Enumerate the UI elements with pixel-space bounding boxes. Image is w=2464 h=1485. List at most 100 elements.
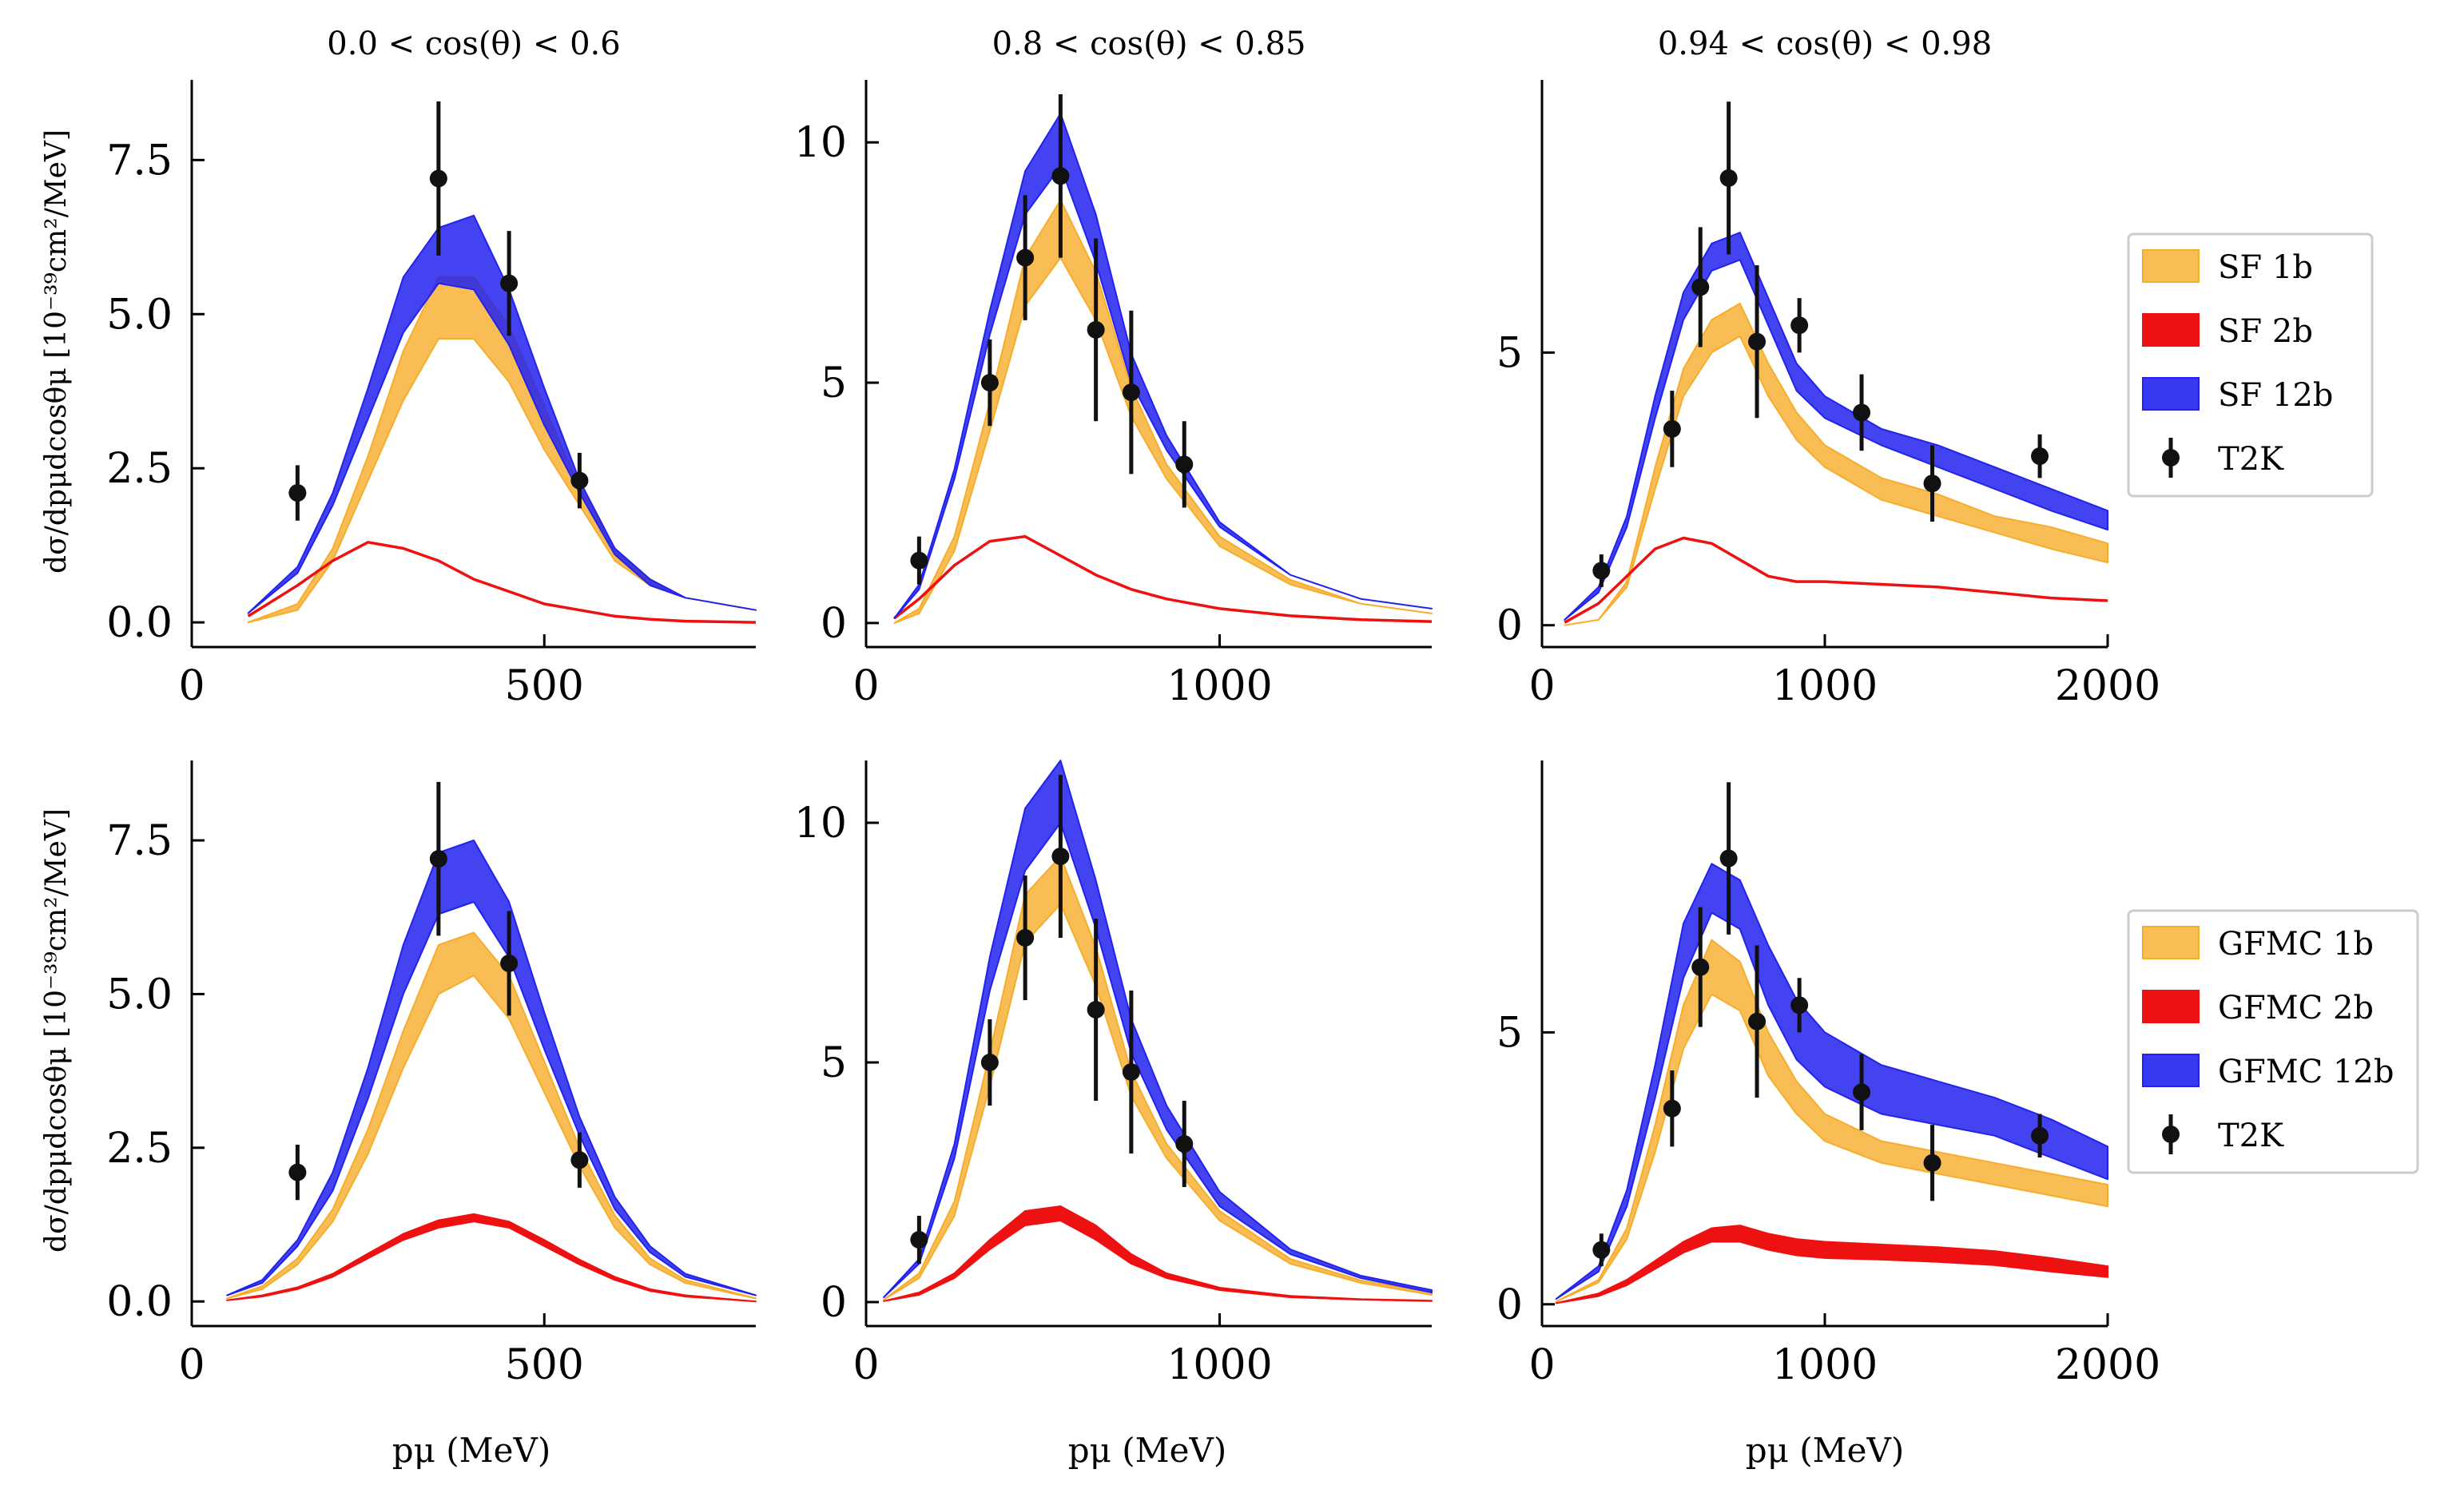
t2k-data-point <box>429 169 447 188</box>
t2k-data-point <box>1923 1153 1941 1172</box>
series-band-gfmc-12b <box>883 760 1433 1298</box>
panel-title: 0.8 < cos(θ) < 0.85 <box>992 26 1306 62</box>
series-band-gfmc-1b <box>226 931 757 1300</box>
legend-label-gfmc-1b: GFMC 1b <box>2218 926 2374 963</box>
y-tick-label: 5 <box>1496 329 1523 377</box>
y-axis-title-top: dσ/dpμdcosθμ [10⁻³⁹cm²/MeV] <box>40 129 73 574</box>
series-line-sf-2b <box>247 541 757 624</box>
t2k-data-point <box>1691 278 1710 296</box>
t2k-data-point <box>1691 958 1710 976</box>
panel-title: 0.0 < cos(θ) < 0.6 <box>327 26 620 62</box>
y-tick-label: 0 <box>1496 602 1523 650</box>
legend-swatch-gfmc-12b <box>2142 1054 2200 1087</box>
t2k-data-point <box>980 374 999 392</box>
legend-swatch-gfmc-2b <box>2142 990 2200 1023</box>
panel-1-1: 0 1000 0 5 10 <box>794 760 1433 1389</box>
y-tick-label: 0 <box>821 1279 847 1327</box>
t2k-data-point <box>2031 1126 2049 1145</box>
series-band-gfmc-2b <box>883 1205 1433 1302</box>
series-band-sf-12b <box>893 113 1433 619</box>
y-tick-label: 2.5 <box>106 1125 173 1173</box>
legend-sf: SF 1b SF 2b SF 12b T2K <box>2127 232 2374 498</box>
legend-label-gfmc-2b: GFMC 2b <box>2218 990 2374 1026</box>
t2k-data-point <box>1748 332 1767 351</box>
t2k-data-point <box>1790 996 1809 1014</box>
t2k-data-point <box>1592 1241 1611 1259</box>
t2k-data-point <box>1175 1135 1194 1153</box>
legend-label-t2k-2: T2K <box>2218 1118 2284 1154</box>
legend-gfmc: GFMC 1b GFMC 2b GFMC 12b T2K <box>2127 909 2419 1174</box>
legend-label-sf-12b: SF 12b <box>2218 377 2333 414</box>
x-tick-label: 1000 <box>1772 662 1878 710</box>
panel-0-0: 0 500 0.0 2.5 5.0 7.5 0.0 < cos(θ) < 0.6 <box>106 26 757 710</box>
y-tick-label: 0 <box>821 600 847 648</box>
t2k-data-point <box>1087 320 1105 339</box>
x-tick-label: 0 <box>852 1341 879 1389</box>
t2k-data-point <box>1122 383 1140 402</box>
y-tick-label: 0.0 <box>106 1278 173 1326</box>
x-axis-title-col2: pμ (MeV) <box>1068 1431 1227 1470</box>
series-band-gfmc-1b <box>883 856 1433 1300</box>
t2k-data-point <box>1663 419 1681 438</box>
x-tick-label: 2000 <box>2055 1341 2160 1389</box>
x-axis-title-col3: pμ (MeV) <box>1746 1431 1905 1470</box>
x-tick-label: 1000 <box>1166 662 1272 710</box>
x-tick-label: 1000 <box>1166 1341 1272 1389</box>
legend-swatch-sf-12b <box>2142 377 2200 411</box>
t2k-data-point <box>500 954 519 972</box>
y-tick-label: 10 <box>794 119 847 167</box>
x-tick-label: 500 <box>505 1341 584 1389</box>
series-band-gfmc-12b <box>1555 863 2108 1300</box>
t2k-data-point <box>1592 562 1611 580</box>
x-tick-label: 2000 <box>2055 662 2160 710</box>
t2k-data-point <box>1051 848 1070 865</box>
x-tick-label: 0 <box>178 1341 205 1389</box>
legend-label-sf-2b: SF 2b <box>2218 313 2313 350</box>
y-tick-label: 7.5 <box>106 137 173 185</box>
t2k-data-point <box>1719 169 1738 187</box>
t2k-data-point <box>1853 403 1871 422</box>
x-tick-label: 0 <box>1528 1341 1555 1389</box>
legend-label-gfmc-12b: GFMC 12b <box>2218 1054 2394 1090</box>
legend-label-sf-1b: SF 1b <box>2218 249 2313 286</box>
t2k-data-point <box>288 484 307 502</box>
panel-title: 0.94 < cos(θ) < 0.98 <box>1658 26 1992 62</box>
y-tick-label: 10 <box>794 800 847 848</box>
t2k-data-point <box>1853 1083 1871 1102</box>
series-band-gfmc-2b <box>226 1213 757 1303</box>
t2k-data-point <box>1016 248 1035 267</box>
y-tick-label: 5.0 <box>106 971 173 1018</box>
y-axis-title-bottom: dσ/dpμdcosθμ [10⁻³⁹cm²/MeV] <box>40 808 73 1253</box>
series-band-sf-12b <box>247 214 757 614</box>
series-band-gfmc-12b <box>226 840 757 1296</box>
x-tick-label: 1000 <box>1772 1341 1878 1389</box>
panel-1-2: 0 1000 2000 0 5 <box>1496 760 2160 1389</box>
t2k-data-point <box>1051 167 1070 185</box>
t2k-data-point <box>1087 1001 1105 1018</box>
t2k-data-point <box>1122 1063 1140 1081</box>
legend-label-t2k: T2K <box>2218 441 2284 478</box>
t2k-data-point <box>429 850 447 868</box>
y-tick-label: 0.0 <box>106 599 173 647</box>
y-tick-label: 5.0 <box>106 291 173 339</box>
t2k-data-point <box>570 1151 589 1169</box>
t2k-data-point <box>1748 1012 1767 1030</box>
panel-0-2: 0 1000 2000 0 5 0.94 < cos(θ) < 0.98 <box>1496 26 2160 710</box>
t2k-data-point <box>1719 849 1738 868</box>
y-tick-label: 5 <box>821 359 847 407</box>
x-tick-label: 0 <box>178 662 205 710</box>
y-tick-label: 5 <box>1496 1009 1523 1057</box>
t2k-data-point <box>570 471 589 490</box>
y-tick-label: 2.5 <box>106 445 173 493</box>
t2k-data-point <box>1923 474 1941 493</box>
series-band-sf-12b <box>1564 232 2108 621</box>
series-band-gfmc-2b <box>1555 1225 2108 1304</box>
series-band-gfmc-1b <box>1555 939 2108 1303</box>
t2k-data-point <box>1175 455 1194 474</box>
t2k-data-point <box>980 1054 999 1071</box>
x-tick-label: 500 <box>505 662 584 710</box>
panel-0-1: 0 1000 0 5 10 0.8 < cos(θ) < 0.85 <box>794 26 1433 710</box>
panel-1-0: 0 500 0.0 2.5 5.0 7.5 <box>106 760 757 1389</box>
legend-swatch-sf-1b <box>2142 249 2200 283</box>
